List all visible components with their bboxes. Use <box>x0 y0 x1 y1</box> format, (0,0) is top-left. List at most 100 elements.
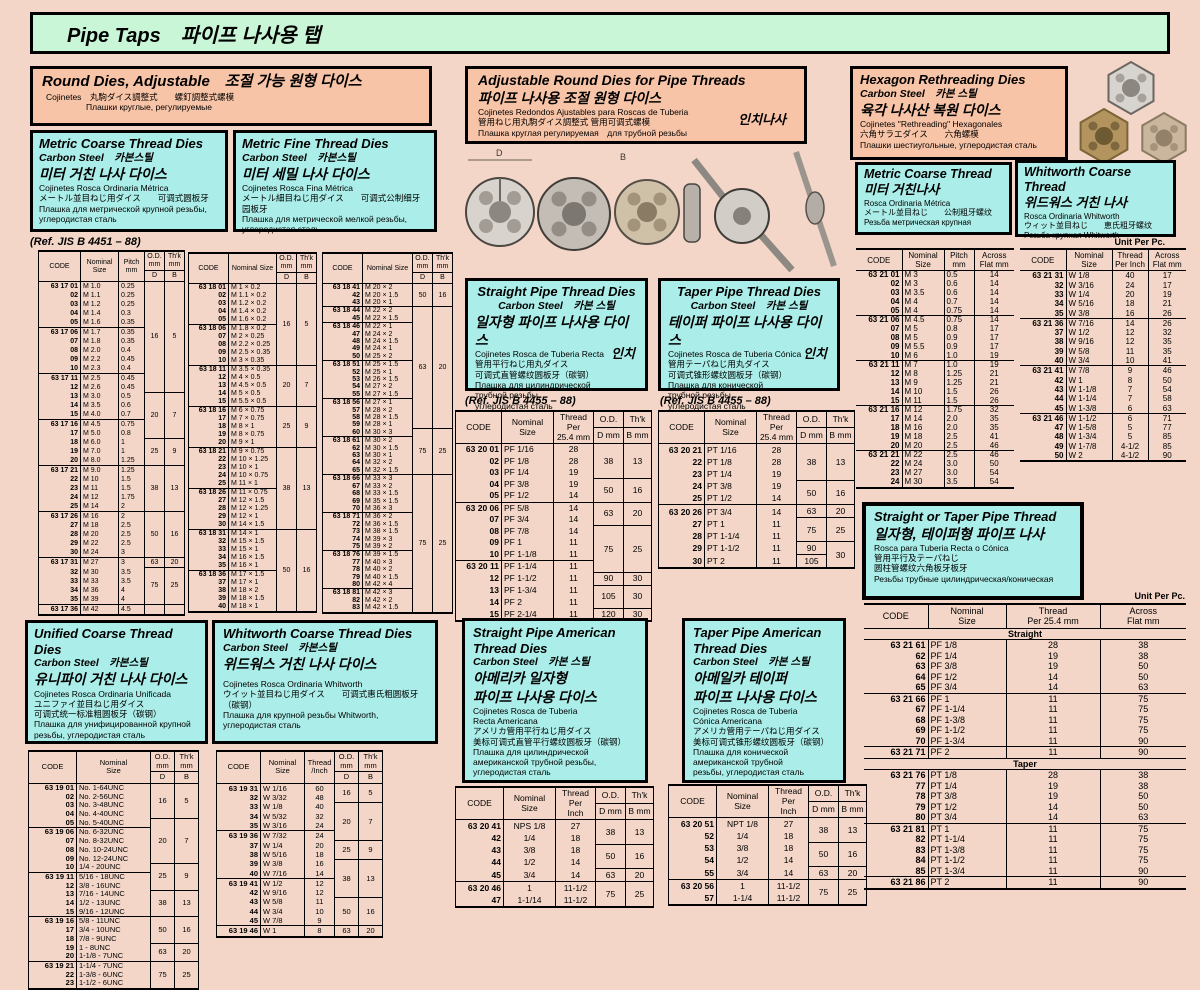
box-title: Whitworth Coarse Thread <box>1024 165 1131 194</box>
box-line: Rosca Ordinaria Métrica <box>864 198 951 208</box>
box-title: Hexagon Rethreading Dies <box>860 72 1026 87</box>
hexagon-dies-illustration <box>1068 58 1194 173</box>
box-title: Round Dies, Adjustable 조절 가능 원형 다이스 <box>42 73 362 90</box>
box-line: Плашка для унифицированной крупной резьб… <box>34 719 191 740</box>
box-line: ウィット並目ねじ 恵氏粗牙螺纹 <box>1024 221 1152 231</box>
page-title: Pipe Taps 파이프 나사용 탭 <box>67 24 321 47</box>
box-subtitle: Carbon Steel 카본 스틸 <box>693 656 810 669</box>
whitworth-coarse-dies-box: Whitworth Coarse Thread Dies Carbon Stee… <box>212 620 438 744</box>
box-line: ウイット並目ねじ用ダイス 可调式惠氏粗圆板牙（碳钢） <box>223 689 419 710</box>
box-subtitle: Carbon Steel 카본 스틸 <box>860 87 977 100</box>
unit-per-pc-label: Unit Per Pc. <box>1114 237 1165 247</box>
box-line: Плашка для метрической мелкой резьбы, уг… <box>242 213 408 235</box>
round-dies-illustration: D B <box>462 146 847 279</box>
box-line: メートル細目ねじ用ダイス 可调式公制细牙园板牙 <box>242 193 421 214</box>
hexagon-dies-photo <box>1079 60 1187 165</box>
box-line: Cojinetes Rosca Ordinaria Unificada <box>34 688 172 699</box>
table-whitworth-coarse-dies: CODE Nominal Size Thread /Inch O.D. mm Th'k … <box>216 750 383 938</box>
box-line: Резьба метрическая крупная <box>864 218 972 228</box>
box-line: 管用平行及テーパねじ <box>874 553 959 564</box>
table-straight-pipe-american: CODE Nominal Size Thread Per Inch O.D. Th'k D… <box>455 786 654 908</box>
box-title-kr: 일자형, 테이퍼형 파이프 나사 <box>874 525 1045 542</box>
metric-coarse-hex-box: Metric Coarse Thread 미터 거친나사 Rosca Ordin… <box>855 162 1012 235</box>
box-line: メートル並目ねじ 公制粗牙螺纹 <box>864 208 992 218</box>
box-line: 管用テーパねじ用丸ダイス <box>668 359 770 370</box>
box-title: Unified Coarse Thread Dies <box>34 626 173 657</box>
box-title: Straight or Taper Pipe Thread <box>874 509 1057 524</box>
box-title-kr: 미터 세밀 나사 다이스 <box>242 165 370 182</box>
box-line: ユニファイ並目ねじ用ダイス <box>34 698 145 709</box>
box-line: Резьба крупная Whitworth <box>1024 231 1120 241</box>
whitworth-coarse-hex-box: Whitworth Coarse Thread 위드워스 거친 나사 Rosca… <box>1015 160 1176 240</box>
box-line: Cojinetes 丸駒ダイス調整式 螺釘調整式螺模 <box>46 91 235 102</box>
box-subtitle: Carbon Steel 카본스틸 <box>34 657 148 670</box>
table-straight-pipe-dies: CODE Nominal Size Thread Per 25.4 mm O.D. Th… <box>455 410 652 623</box>
box-title-kr: 아메일카 테이퍼 파이프 나사용 다이스 <box>693 670 817 705</box>
table-taper-pipe-american: CODE Nominal Size Thread Per Inch O.D. Th'k D… <box>668 784 867 906</box>
box-line: 管用ねじ用丸駒ダイス調整式 管用可调式螺模 <box>478 117 651 128</box>
box-title-kr: 위드워스 거친 나사 <box>1024 195 1127 210</box>
box-subtitle: Carbon Steel 카본스틸 <box>223 641 337 654</box>
table-taper-pipe-dies: CODE Nominal Size Thread Per 25.4 mm O.D. Th… <box>658 410 855 570</box>
box-line: Плашки шестиугольные, углеродистая сталь <box>860 139 1037 150</box>
inch-badge: 인치 <box>803 346 827 361</box>
box-title: Metric Coarse Thread <box>864 167 992 181</box>
box-line: Cojinetes Rosca de Tuberia Recta America… <box>473 705 578 726</box>
table-metric-coarse-hex: CODE Nominal Size Pitch mm Across Flat mm 63… <box>856 248 1014 489</box>
box-line: Плашка круглая регулируемая для трубной … <box>478 127 688 138</box>
table-metric-coarse-dies: CODE Nominal Size Pitch mm O.D. mm Th'k mm D B… <box>38 250 185 616</box>
box-line: アメリカ管用平行ねじ用ダイス <box>473 726 592 737</box>
box-title: Whitworth Coarse Thread Dies <box>223 626 413 641</box>
box-title: Taper Pipe Thread Dies <box>676 284 821 299</box>
box-line: Плашка для конической трубной резьбы, уг… <box>668 379 764 411</box>
metric-fine-dies-box: Metric Fine Thread Dies Carbon Steel 카본스… <box>233 130 437 235</box>
table-whitworth-hex: CODE Nominal Size Thread Per Inch Across Fl… <box>1020 248 1186 463</box>
taper-pipe-dies-box: Taper Pipe Thread Dies Carbon Steel 카본 스… <box>658 278 840 411</box>
inch-badge: 인치 <box>611 346 635 361</box>
box-line: 圆柱管螺纹六角板牙板牙 <box>874 563 968 574</box>
box-title-kr: 유니파이 거친 나사 다이스 <box>34 671 188 688</box>
box-line: 六角サラエダイス 六角螺模 <box>860 129 979 140</box>
straight-pipe-dies-box: Straight Pipe Thread Dies Carbon Steel 카… <box>465 278 648 411</box>
box-title-kr: 육각 나사산 복원 다이스 <box>860 101 1001 118</box>
box-line: 可调式锥形螺纹圆板牙（碳钢） <box>668 369 788 380</box>
table-metric-fine-dies-1: CODE Nominal Size O.D. mm Th'k mm D B 63 18 01… <box>188 252 317 614</box>
box-line: Резьбы трубные цилиндрическая/коническая <box>874 573 1054 584</box>
box-line: Плашка для цилиндрической американской т… <box>473 746 597 778</box>
adjustable-round-pipe-box: Adjustable Round Dies for Pipe Threads 파… <box>465 66 807 144</box>
box-line: Cojinetes "Rethreading" Hexagonales <box>860 118 1003 129</box>
box-title: Taper Pipe American Thread Dies <box>693 625 822 656</box>
box-title: Straight Pipe American Thread Dies <box>473 625 616 656</box>
box-line: Cojinetes Rosca de Tuberia Recta <box>475 349 604 360</box>
box-line: 管用平行ねじ用丸ダイス <box>475 359 569 370</box>
ref-jis-4455-straight: (Ref. JIS B 4455 – 88) <box>465 395 576 407</box>
table-metric-fine-dies-2: CODE Nominal Size O.D. mm Th'k mm D B 63 18 41… <box>322 252 453 614</box>
inch-thread-badge: 인치나사 <box>738 112 786 127</box>
box-title: Adjustable Round Dies for Pipe Threads <box>478 72 746 88</box>
box-subtitle: Carbon Steel 카본 스틸 <box>473 656 590 669</box>
straight-pipe-american-box: Straight Pipe American Thread Dies Carbo… <box>462 618 648 783</box>
box-title-kr: 파이프 나사용 조절 원형 다이스 <box>478 89 661 106</box>
d-dimension-label: D <box>496 148 503 158</box>
box-subtitle: Carbon Steel 카본스틸 <box>39 151 153 164</box>
box-line: Плашка для цилиндрической трубной резьбы… <box>475 379 591 411</box>
box-title: Straight Pipe Thread Dies <box>477 284 636 299</box>
box-line: Плашки круглые, регулируемые <box>86 102 212 113</box>
box-subtitle: Carbon Steel 카본스틸 <box>242 151 356 164</box>
box-line: メートル並目ねじ用ダイス 可调式圆板牙 <box>39 193 209 204</box>
box-line: 可调式直管螺纹圆板牙（碳钢） <box>475 369 595 380</box>
box-title: Metric Coarse Thread Dies <box>39 136 204 151</box>
box-title-kr: 일자형 파이프 나사용 다이스 <box>475 313 629 348</box>
table-unified-coarse-dies: CODE Nominal Size O.D. mm Th'k mm D B 63 19 01… <box>28 750 199 990</box>
box-title-kr: 미터 거친 나사 다이스 <box>39 165 167 182</box>
unified-coarse-dies-box: Unified Coarse Thread Dies Carbon Steel … <box>25 620 208 744</box>
box-title-kr: 미터 거친나사 <box>864 182 940 197</box>
box-line: Cojinetes Rosca Ordinaria Métrica <box>39 182 169 193</box>
box-line: 可调式统一标准粗圆板牙（碳钢） <box>34 709 162 720</box>
ref-jis-4455-taper: (Ref. JIS B 4455 – 88) <box>660 395 771 407</box>
round-dies-adjustable-box: Round Dies, Adjustable 조절 가능 원형 다이스 Coji… <box>30 66 432 126</box>
box-line: Плашка для метрической крупной резьбы, у… <box>39 203 207 224</box>
hexagon-rethreading-box: Hexagon Rethreading Dies Carbon Steel 카본… <box>850 66 1068 160</box>
box-line: Плашка для конической американской трубн… <box>693 746 805 778</box>
